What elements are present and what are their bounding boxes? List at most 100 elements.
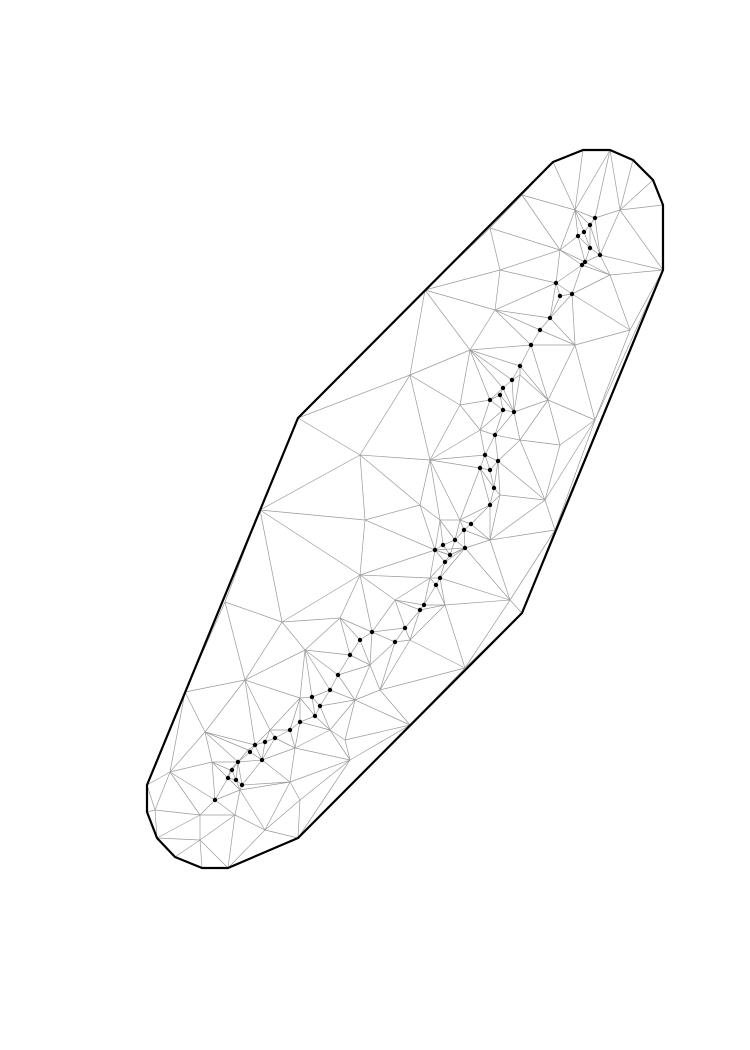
- mesh-edge: [146, 809, 156, 813]
- mesh-edge: [544, 444, 561, 501]
- mesh-edge: [304, 649, 351, 656]
- mesh-edge: [371, 627, 406, 633]
- mesh-edge: [359, 631, 373, 641]
- mesh-edge: [304, 617, 341, 651]
- mesh-edge: [424, 289, 496, 311]
- mesh-edge: [470, 504, 491, 525]
- mesh-edge: [519, 439, 546, 501]
- mesh-edge: [539, 317, 551, 331]
- mesh-edge: [299, 721, 331, 731]
- mesh-edge: [439, 519, 444, 546]
- mesh-edge: [204, 731, 239, 763]
- mesh-edge: [521, 194, 576, 211]
- mesh-edge: [479, 467, 491, 506]
- mesh-edge: [154, 771, 171, 811]
- mesh-edge: [499, 394, 515, 413]
- mesh-edge: [494, 282, 557, 311]
- mesh-edge: [499, 269, 557, 284]
- mesh-edge: [199, 799, 216, 816]
- mesh-edge: [519, 344, 532, 367]
- mesh-edge: [359, 454, 366, 521]
- mesh-edge: [469, 309, 496, 351]
- mesh-edge: [549, 295, 561, 319]
- mesh-node: [511, 409, 517, 415]
- mesh-edge: [439, 577, 511, 601]
- mesh-edge: [339, 617, 361, 641]
- mesh-edge: [281, 574, 361, 623]
- mesh-edge: [449, 547, 466, 556]
- mesh-edge: [244, 679, 271, 731]
- mesh-edge: [227, 814, 236, 869]
- mesh-edge: [281, 617, 341, 623]
- mesh-edge: [547, 399, 561, 446]
- mesh-edge: [297, 759, 351, 839]
- mesh-edge: [294, 747, 351, 761]
- mesh-edge: [311, 689, 331, 698]
- mesh-edge: [519, 374, 549, 401]
- mesh-edge: [269, 697, 301, 731]
- mesh-node: [369, 629, 375, 635]
- mesh-edge: [274, 729, 291, 739]
- mesh-edge: [577, 235, 591, 249]
- mesh-edge: [489, 487, 495, 506]
- mesh-node: [597, 252, 603, 258]
- mesh-edge: [571, 293, 576, 346]
- mesh-edge: [577, 235, 586, 263]
- mesh-node: [252, 742, 258, 748]
- mesh-edge: [261, 759, 291, 783]
- mesh-edge: [379, 639, 411, 691]
- mesh-node: [579, 262, 585, 268]
- mesh-node: [287, 727, 293, 733]
- mesh-edge: [559, 249, 583, 266]
- mesh-node: [553, 280, 559, 286]
- mesh-edge: [519, 399, 549, 441]
- mesh-edge: [337, 654, 351, 676]
- mesh-edge: [409, 609, 421, 641]
- mesh-node: [575, 233, 581, 239]
- mesh-edge: [364, 519, 436, 551]
- mesh-edge: [344, 699, 356, 741]
- mesh-edge: [544, 419, 596, 501]
- mesh-edge: [199, 814, 236, 841]
- mesh-edge: [459, 399, 491, 406]
- mesh-edge: [419, 504, 436, 551]
- mesh-edge: [619, 209, 664, 271]
- mesh-edge: [544, 499, 556, 531]
- mesh-edge: [344, 739, 351, 761]
- mesh-edge: [594, 209, 621, 219]
- mesh-edge: [419, 504, 441, 521]
- mesh-edge: [359, 574, 396, 601]
- mesh-edge: [584, 247, 591, 263]
- mesh-node: [495, 458, 501, 464]
- mesh-edge: [214, 799, 236, 816]
- mesh-edge: [239, 789, 266, 831]
- mesh-edge: [519, 439, 561, 446]
- mesh-edge: [497, 439, 521, 462]
- mesh-edge: [489, 529, 556, 541]
- mesh-edge: [204, 731, 256, 746]
- mesh-edge: [494, 309, 532, 346]
- mesh-edge: [571, 264, 583, 295]
- mesh-edge: [329, 729, 346, 741]
- mesh-node: [500, 407, 506, 413]
- mesh-edge: [259, 454, 361, 511]
- mesh-node: [592, 215, 598, 221]
- mesh-node: [509, 377, 515, 383]
- mesh-edge: [174, 839, 201, 858]
- mesh-edge: [489, 227, 501, 271]
- mesh-edge: [169, 771, 201, 816]
- mesh-node: [462, 545, 468, 551]
- mesh-edge: [464, 539, 491, 549]
- mesh-edge: [574, 209, 585, 233]
- mesh-edge: [227, 829, 266, 869]
- mesh-edge: [429, 459, 481, 469]
- mesh-edge: [244, 679, 301, 699]
- mesh-node: [442, 559, 448, 565]
- mesh-edge: [299, 715, 316, 723]
- mesh-edge: [549, 293, 573, 319]
- mesh-edge: [530, 329, 541, 346]
- mesh-edge: [539, 329, 576, 346]
- mesh-edge: [444, 599, 511, 606]
- mesh-edge: [261, 741, 266, 761]
- mesh-edge: [241, 759, 263, 786]
